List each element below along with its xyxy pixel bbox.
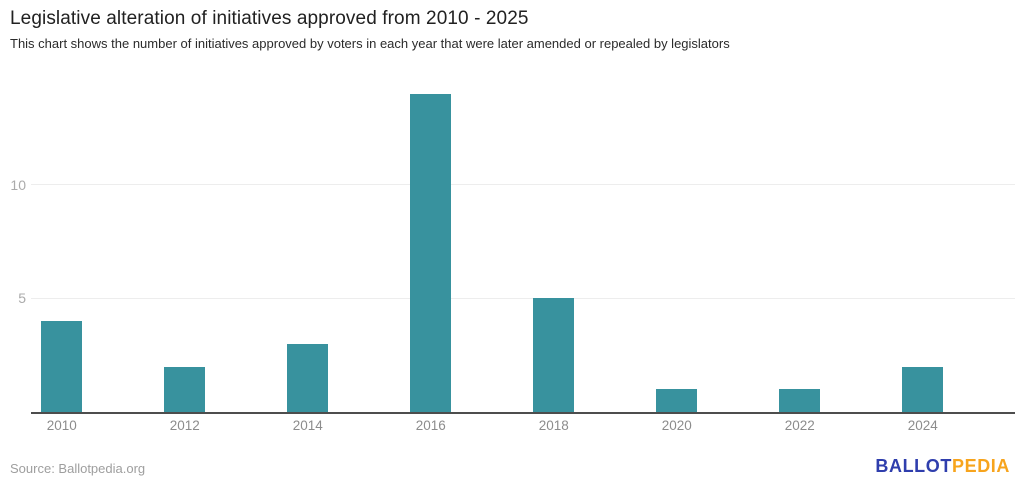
ballotpedia-logo: BALLOTPEDIA xyxy=(875,456,1010,477)
y-axis-tick-labels: 5 10 xyxy=(0,85,26,412)
x-tick-label-2018: 2018 xyxy=(538,418,569,433)
bar-2014 xyxy=(287,343,329,412)
bar-2024 xyxy=(902,366,944,412)
bar-2018 xyxy=(533,298,575,412)
x-tick-label-2022: 2022 xyxy=(784,418,815,433)
chart-title: Legislative alteration of initiatives ap… xyxy=(10,8,529,29)
x-tick-label-2014: 2014 xyxy=(292,418,323,433)
gridline-y10 xyxy=(31,184,1015,186)
logo-text-secondary: PEDIA xyxy=(951,456,1010,476)
logo-text-primary: BALLOT xyxy=(875,456,952,476)
x-tick-label-2020: 2020 xyxy=(661,418,692,433)
y-tick-label-5: 5 xyxy=(18,290,26,307)
source-note: Source: Ballotpedia.org xyxy=(10,461,146,476)
chart-subtitle: This chart shows the number of initiativ… xyxy=(10,36,730,51)
x-tick-label-2010: 2010 xyxy=(46,418,77,433)
bar-2016 xyxy=(410,94,452,412)
x-tick-label-2024: 2024 xyxy=(907,418,938,433)
bar-2022 xyxy=(779,389,821,412)
bar-2020 xyxy=(656,389,698,412)
bar-2010 xyxy=(41,321,83,412)
y-tick-label-10: 10 xyxy=(10,176,26,193)
x-tick-label-2012: 2012 xyxy=(169,418,200,433)
plot-area xyxy=(31,85,1015,414)
gridline-y5 xyxy=(31,297,1015,299)
x-axis-tick-labels: 2010 2012 2014 2016 2018 2020 2022 2024 xyxy=(31,418,1015,436)
x-tick-label-2016: 2016 xyxy=(415,418,446,433)
bar-2012 xyxy=(164,366,206,412)
